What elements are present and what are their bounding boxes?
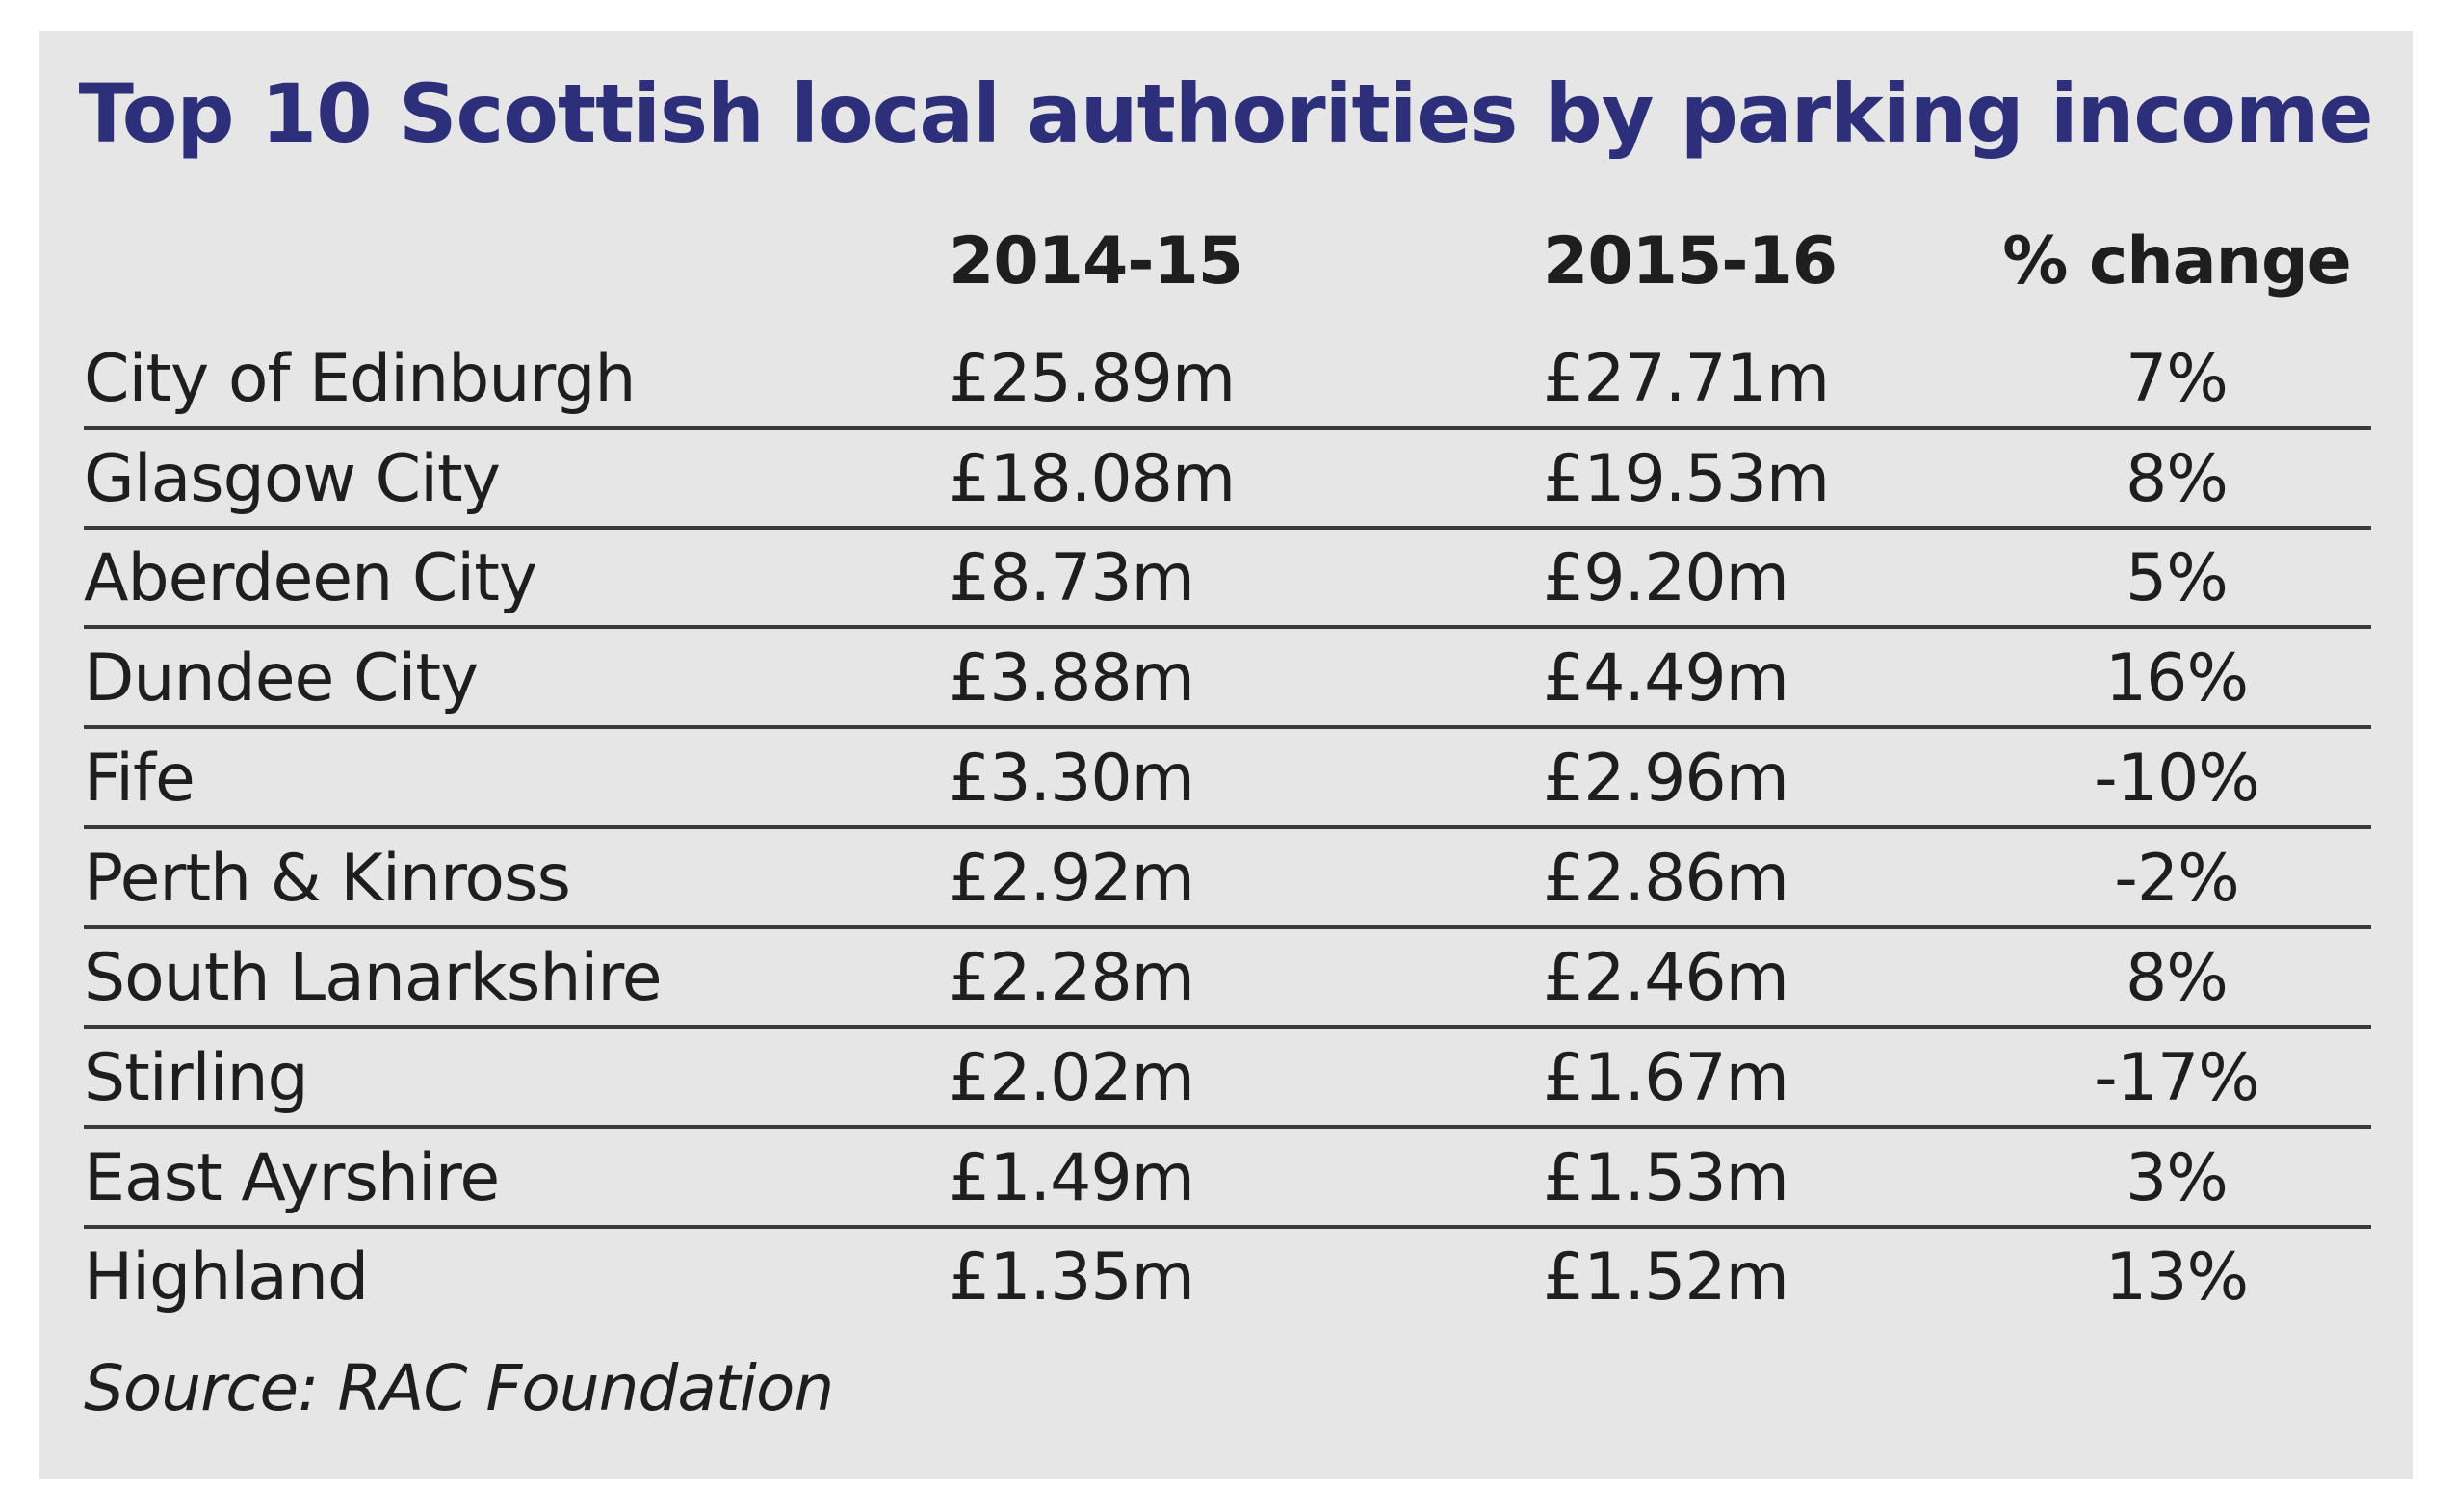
table-cell-authority-name: Highland	[84, 1239, 369, 1316]
table-cell-income-2015-16: £2.96m	[1543, 741, 1789, 817]
table-cell-income-2015-16: £9.20m	[1543, 540, 1789, 616]
table-cell-income-2015-16: £19.53m	[1543, 441, 1830, 517]
table-cell-income-2015-16: £4.49m	[1543, 640, 1789, 717]
table-cell-percent-change: 13%	[2104, 1239, 2249, 1316]
table-cell-authority-name: South Lanarkshire	[84, 940, 663, 1016]
table-cell-authority-name: Perth & Kinross	[84, 841, 571, 917]
table-cell-income-2014-15: £2.92m	[949, 841, 1195, 917]
row-divider	[84, 825, 2371, 829]
table-cell-percent-change: 3%	[2126, 1140, 2229, 1216]
table-cell-income-2015-16: £27.71m	[1543, 341, 1830, 417]
table-cell-income-2015-16: £1.53m	[1543, 1140, 1789, 1216]
row-divider	[84, 1225, 2371, 1229]
table-cell-authority-name: Stirling	[84, 1040, 309, 1116]
table-cell-percent-change: -2%	[2114, 841, 2239, 917]
table-cell-income-2015-16: £1.67m	[1543, 1040, 1789, 1116]
row-divider	[84, 725, 2371, 729]
table-panel: Top 10 Scottish local authorities by par…	[39, 31, 2413, 1479]
row-divider	[84, 925, 2371, 929]
row-divider	[84, 1025, 2371, 1029]
table-cell-income-2015-16: £2.86m	[1543, 841, 1789, 917]
table-cell-income-2014-15: £3.30m	[949, 741, 1195, 817]
table-cell-percent-change: 5%	[2126, 540, 2229, 616]
row-divider	[84, 426, 2371, 430]
table-cell-income-2014-15: £3.88m	[949, 640, 1195, 717]
source-note: Source: RAC Foundation	[84, 1351, 834, 1425]
row-divider	[84, 625, 2371, 629]
table-cell-income-2014-15: £18.08m	[949, 441, 1236, 517]
table-cell-income-2014-15: £8.73m	[949, 540, 1195, 616]
table-cell-percent-change: 8%	[2126, 940, 2229, 1016]
table-cell-percent-change: 16%	[2104, 640, 2249, 717]
table-cell-authority-name: Fife	[84, 741, 196, 817]
table-cell-percent-change: 8%	[2126, 441, 2229, 517]
column-header-2014-15: 2014-15	[949, 223, 1243, 300]
table-title: Top 10 Scottish local authorities by par…	[78, 66, 2374, 161]
table-cell-percent-change: 7%	[2126, 341, 2229, 417]
table-cell-income-2015-16: £2.46m	[1543, 940, 1789, 1016]
table-cell-income-2014-15: £1.35m	[949, 1239, 1195, 1316]
table-cell-income-2014-15: £25.89m	[949, 341, 1236, 417]
table-cell-authority-name: City of Edinburgh	[84, 341, 636, 417]
table-cell-income-2014-15: £1.49m	[949, 1140, 1195, 1216]
column-header-2015-16: 2015-16	[1543, 223, 1838, 300]
column-header-percent-change: % change	[2002, 223, 2352, 300]
table-cell-percent-change: -10%	[2094, 741, 2260, 817]
row-divider	[84, 526, 2371, 530]
table-cell-authority-name: Dundee City	[84, 640, 479, 717]
table-cell-income-2014-15: £2.28m	[949, 940, 1195, 1016]
table-cell-percent-change: -17%	[2094, 1040, 2260, 1116]
table-cell-authority-name: East Ayrshire	[84, 1140, 500, 1216]
table-cell-authority-name: Glasgow City	[84, 441, 501, 517]
table-cell-authority-name: Aberdeen City	[84, 540, 537, 616]
table-cell-income-2014-15: £2.02m	[949, 1040, 1195, 1116]
row-divider	[84, 1125, 2371, 1129]
table-cell-income-2015-16: £1.52m	[1543, 1239, 1789, 1316]
